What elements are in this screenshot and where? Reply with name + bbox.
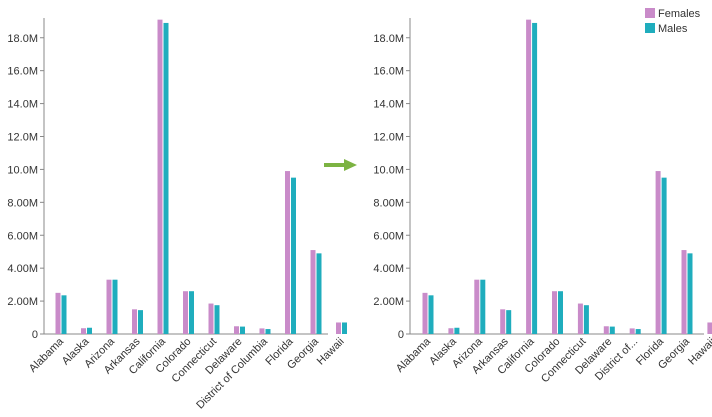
bar-males-connecticut[interactable] [214, 305, 220, 334]
bar-females-florida[interactable] [285, 171, 290, 334]
legend-swatch-females[interactable] [645, 8, 655, 18]
bar-males-arizona[interactable] [480, 279, 486, 334]
y-tick-label: 2.00M [373, 296, 404, 308]
arrow-head [344, 159, 357, 171]
bar-females-district-of-[interactable] [629, 328, 635, 334]
bar-males-alaska[interactable] [87, 327, 92, 334]
y-tick-label: 16.0M [373, 66, 404, 78]
chart-left-full-labels: 0 2.00M 4.00M 6.00M 8.00M 10.0M 12.0M 14.0M 16.0… [7, 18, 347, 412]
y-tick-label: 18.0M [7, 33, 38, 45]
bar-males-district-of-columbia[interactable] [265, 329, 271, 334]
bar-females-alaska[interactable] [81, 328, 86, 334]
bar-females-alaska[interactable] [448, 328, 454, 334]
y-tick-label: 0 [32, 329, 38, 341]
bar-males-colorado[interactable] [558, 291, 563, 334]
bar-males-georgia[interactable] [687, 253, 693, 334]
bar-females-colorado[interactable] [552, 291, 557, 334]
bar-females-florida[interactable] [655, 171, 661, 334]
legend-label-males: Males [658, 23, 688, 35]
bar-males-georgia[interactable] [316, 253, 322, 334]
bar-males-florida[interactable] [291, 177, 296, 334]
bar-females-hawaii[interactable] [336, 322, 341, 334]
y-tick-label: 4.00M [7, 263, 38, 275]
chart-right-truncated-labels: 0 2.00M 4.00M 6.00M 8.00M 10.0M 12.0M 14.0M 16.0… [373, 8, 712, 385]
y-tick-label: 14.0M [373, 99, 404, 111]
bar-females-connecticut[interactable] [208, 303, 214, 334]
y-tick-label: 2.00M [7, 296, 38, 308]
y-tick-label: 6.00M [373, 230, 404, 242]
bar-males-alabama[interactable] [428, 295, 434, 334]
bar-females-arizona[interactable] [474, 279, 480, 334]
bar-females-delaware[interactable] [603, 326, 609, 334]
bar-females-alabama[interactable] [55, 292, 61, 334]
y-tick-label: 16.0M [7, 66, 38, 78]
y-tick-label: 12.0M [373, 132, 404, 144]
y-tick-label: 14.0M [7, 99, 38, 111]
bar-males-hawaii[interactable] [342, 322, 347, 334]
bar-males-connecticut[interactable] [583, 305, 589, 334]
bar-males-district-of-[interactable] [635, 329, 641, 334]
y-tick-label: 4.00M [373, 263, 404, 275]
y-tick-label: 12.0M [7, 132, 38, 144]
bar-females-connecticut[interactable] [577, 303, 583, 334]
bar-males-arkansas[interactable] [138, 310, 143, 334]
y-tick-label: 8.00M [373, 197, 404, 209]
bar-males-florida[interactable] [661, 177, 667, 334]
bar-males-delaware[interactable] [609, 326, 615, 334]
bar-females-arkansas[interactable] [132, 309, 137, 334]
bar-males-arkansas[interactable] [506, 310, 512, 334]
bar-females-california[interactable] [157, 19, 163, 334]
y-tick-label: 10.0M [7, 164, 38, 176]
bar-females-georgia[interactable] [310, 250, 316, 334]
arrow-right-icon [324, 159, 357, 171]
bar-females-california[interactable] [526, 19, 532, 334]
bar-males-colorado[interactable] [189, 291, 194, 334]
y-tick-label: 10.0M [373, 164, 404, 176]
legend: Females Males [645, 8, 701, 35]
x-tick-label: Hawaii [686, 336, 712, 368]
bar-males-alaska[interactable] [454, 327, 460, 334]
y-tick-label: 8.00M [7, 197, 38, 209]
bar-males-california[interactable] [532, 22, 538, 334]
bar-males-arizona[interactable] [112, 279, 118, 334]
legend-swatch-males[interactable] [645, 23, 655, 33]
x-tick-label: Hawaii [315, 336, 347, 368]
bar-females-colorado[interactable] [183, 291, 188, 334]
legend-label-females: Females [658, 8, 701, 20]
bar-females-district-of-columbia[interactable] [259, 328, 265, 334]
bar-males-delaware[interactable] [240, 326, 245, 334]
bar-females-hawaii[interactable] [707, 322, 712, 334]
y-tick-label: 0 [398, 329, 404, 341]
bar-females-alabama[interactable] [422, 292, 428, 334]
bar-females-delaware[interactable] [234, 326, 239, 334]
y-tick-label: 18.0M [373, 33, 404, 45]
bar-males-california[interactable] [163, 22, 169, 334]
bar-males-alabama[interactable] [61, 295, 67, 334]
y-tick-label: 6.00M [7, 230, 38, 242]
bar-females-arizona[interactable] [106, 279, 112, 334]
bar-females-arkansas[interactable] [500, 309, 506, 334]
bar-females-georgia[interactable] [681, 250, 687, 334]
